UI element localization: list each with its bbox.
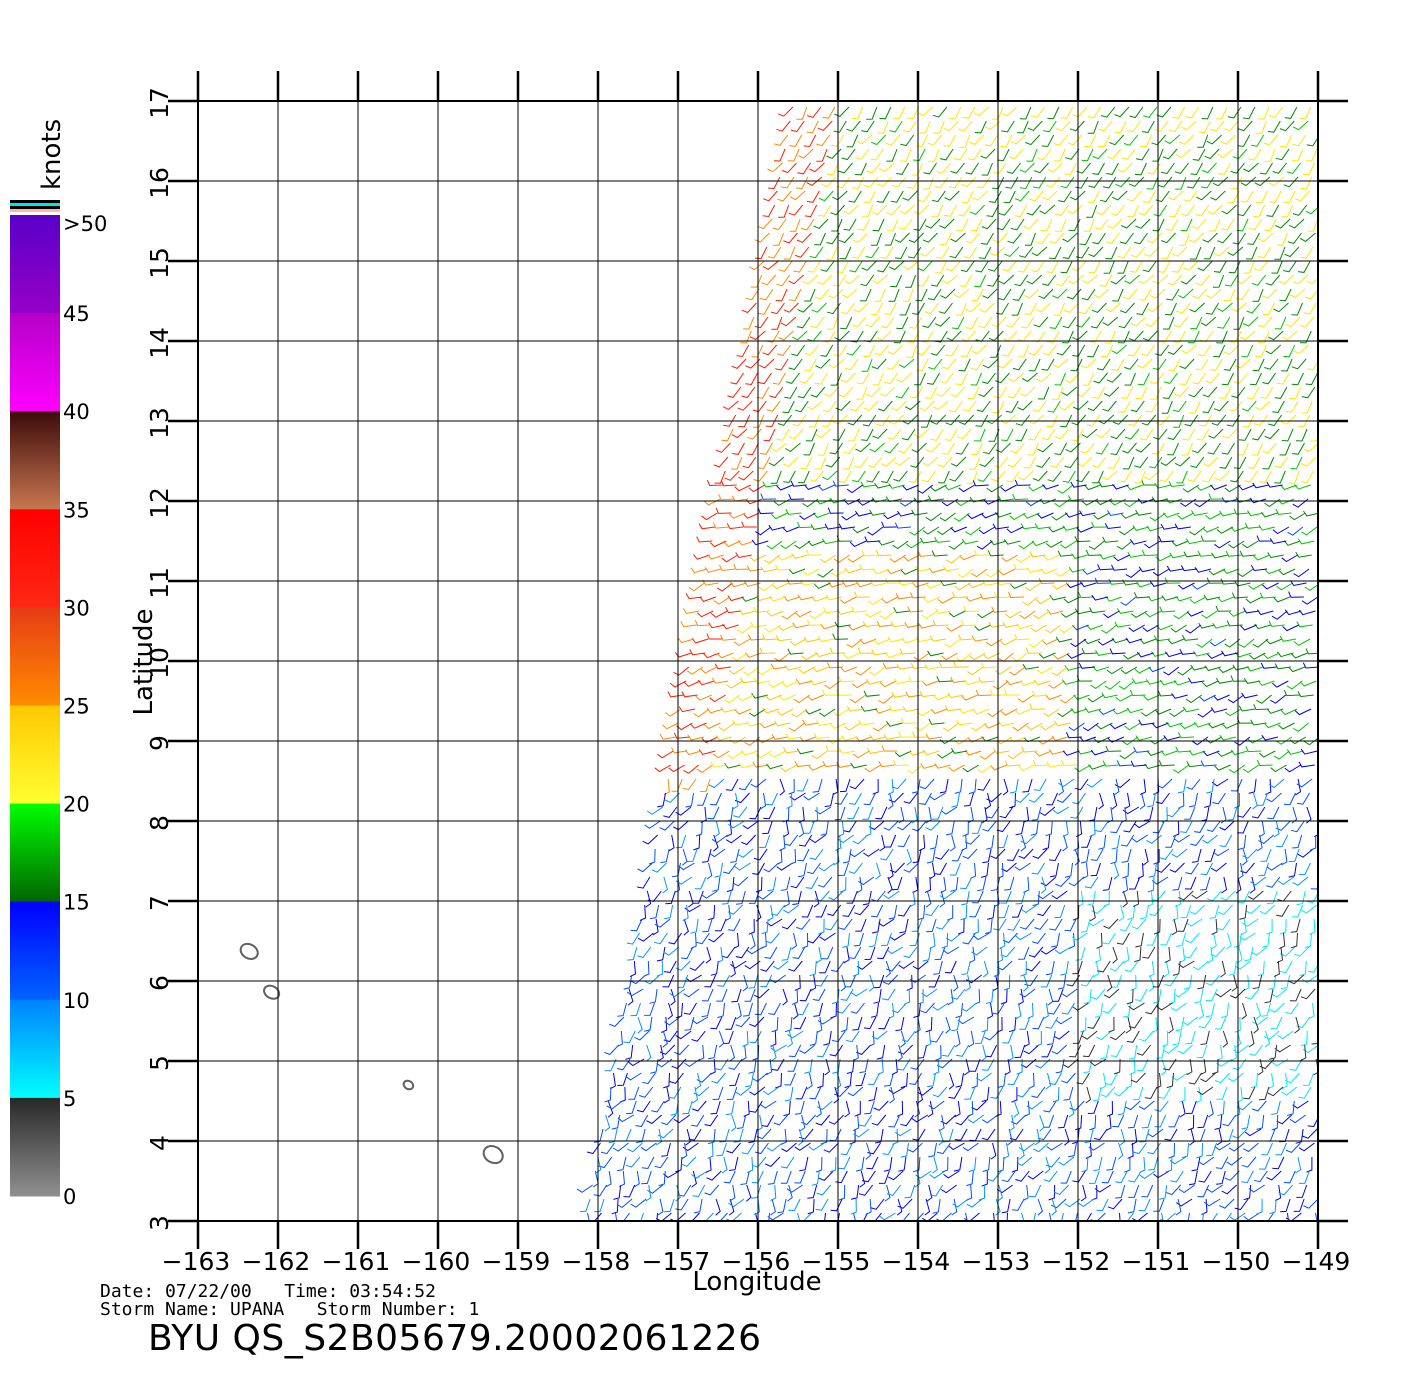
latitude-tick-label: 13 (145, 407, 174, 439)
longitude-tick-label: −151 (1122, 1247, 1191, 1276)
colorbar-segment-15-20 (10, 803, 60, 903)
wind-barb-group (654, 106, 833, 774)
colorbar-label: 40 (63, 400, 90, 424)
longitude-tick-label: −160 (402, 1247, 471, 1276)
wind-barb-group (576, 480, 1318, 1221)
colorbar-label: 0 (63, 1185, 76, 1209)
latitude-tick-label: 6 (145, 975, 174, 991)
latitude-tick-label: 7 (145, 895, 174, 911)
colorbar-label: 35 (63, 498, 90, 522)
map-grid (168, 71, 1348, 1249)
colorbar-top-stripe-4 (10, 209, 60, 212)
colorbar-segment-10-15 (10, 901, 60, 1001)
colorbar-top-stripe-1 (10, 200, 60, 203)
colorbar-label: 30 (63, 596, 90, 620)
longitude-tick-label: −152 (1042, 1247, 1111, 1276)
island-outline (402, 1079, 415, 1091)
latitude-tick-label: 16 (145, 167, 174, 199)
colorbar-segment-5-10 (10, 999, 60, 1099)
latitude-tick-label: 9 (145, 735, 174, 751)
colorbar: knots >50 45 40 35 30 25 20 15 10 5 0 (10, 119, 107, 1209)
island-outline (482, 1145, 504, 1165)
latitude-tick-labels: 3 4 5 6 7 8 9 10 11 12 13 14 15 16 17 (145, 87, 174, 1231)
latitude-tick-label: 10 (145, 647, 174, 679)
longitude-tick-label: −150 (1202, 1247, 1271, 1276)
product-title: BYU QS_S2B05679.20002061226 (148, 1318, 762, 1359)
plot-frame (197, 100, 1319, 1222)
island-outline (263, 984, 281, 1000)
islands (239, 942, 504, 1165)
latitude-tick-label: 4 (145, 1135, 174, 1151)
wind-barb-group (586, 479, 1318, 1221)
latitude-tick-label: 5 (145, 1055, 174, 1071)
colorbar-segment-35-40 (10, 411, 60, 510)
colorbar-segment-20-25 (10, 705, 60, 805)
colorbar-label: 5 (63, 1087, 76, 1111)
colorbar-segment-30-35 (10, 509, 60, 608)
colorbar-label: 20 (63, 793, 90, 817)
longitude-tick-label: −162 (242, 1247, 311, 1276)
latitude-tick-label: 17 (145, 87, 174, 119)
latitude-tick-label: 11 (145, 567, 174, 599)
colorbar-segment-40-45 (10, 313, 60, 412)
longitude-tick-label: −159 (482, 1247, 551, 1276)
y-axis-label: Latitude (129, 608, 159, 715)
longitude-tick-label: −153 (962, 1247, 1031, 1276)
wind-barb-group (710, 106, 1318, 774)
wind-barbs (576, 106, 1318, 1221)
wind-barb-group (659, 106, 1077, 796)
longitude-tick-label: −155 (802, 1247, 871, 1276)
island-outline (239, 942, 259, 960)
colorbar-label: 45 (63, 302, 90, 326)
x-axis-label: Longitude (692, 1267, 821, 1297)
wind-barb-group (762, 106, 1318, 774)
colorbar-title: knots (37, 119, 67, 190)
colorbar-segment-45-50 (10, 215, 60, 314)
storm-info-line: Storm Name: UPANA Storm Number: 1 (100, 1299, 480, 1320)
longitude-tick-label: −149 (1282, 1247, 1351, 1276)
latitude-tick-label: 15 (145, 247, 174, 279)
longitude-tick-label: −161 (322, 1247, 391, 1276)
longitude-tick-label: −157 (642, 1247, 711, 1276)
longitude-tick-label: −156 (722, 1247, 791, 1276)
wind-barb-group (579, 778, 1311, 1221)
latitude-tick-label: 3 (145, 1215, 174, 1231)
colorbar-label: 15 (63, 891, 90, 915)
longitude-tick-label: −163 (162, 1247, 231, 1276)
colorbar-label: 25 (63, 695, 90, 719)
colorbar-segment-0-5 (10, 1097, 60, 1197)
wind-barb-group (715, 549, 1071, 773)
wind-barb-group (724, 106, 1318, 773)
colorbar-label: >50 (63, 212, 107, 236)
longitude-tick-label: −154 (882, 1247, 951, 1276)
date-time-line: Date: 07/22/00 Time: 03:54:52 (100, 1281, 436, 1302)
longitude-tick-labels: −163 −162 −161 −160 −159 −158 −157 −156 −155 −154… (162, 1247, 1351, 1276)
wind-barb-group (1062, 890, 1318, 1104)
latitude-tick-label: 12 (145, 487, 174, 519)
latitude-tick-label: 14 (145, 327, 174, 359)
latitude-tick-label: 8 (145, 815, 174, 831)
colorbar-top-stripe-2 (10, 203, 60, 206)
colorbar-top-stripe-3 (10, 206, 60, 209)
longitude-tick-label: −158 (562, 1247, 631, 1276)
colorbar-segment-25-30 (10, 607, 60, 706)
wind-barb-group (1071, 890, 1318, 1104)
colorbar-label: 10 (63, 989, 90, 1013)
